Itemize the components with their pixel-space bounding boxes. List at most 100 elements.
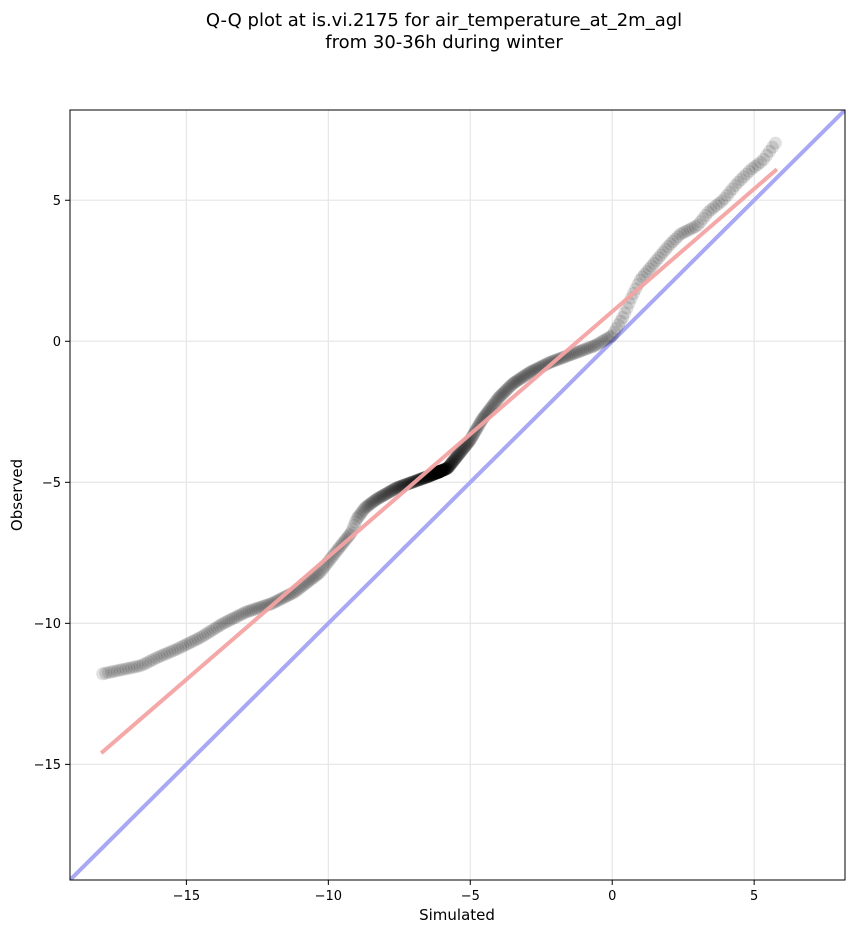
quantile-point xyxy=(432,465,446,479)
quantile-point xyxy=(455,443,469,457)
quantile-point xyxy=(649,254,663,268)
quantile-point xyxy=(224,612,238,626)
quantile-point xyxy=(213,619,227,633)
quantile-point xyxy=(734,173,748,187)
quantile-point xyxy=(673,227,687,241)
quantile-point xyxy=(440,462,454,476)
quantile-point xyxy=(435,464,449,478)
quantile-point xyxy=(183,636,197,650)
quantile-point xyxy=(681,223,695,237)
quantile-point xyxy=(435,464,449,478)
quantile-point xyxy=(526,364,540,378)
quantile-point xyxy=(198,628,212,642)
quantile-point xyxy=(640,265,654,279)
quantile-point xyxy=(351,510,365,524)
quantile-point xyxy=(430,466,444,480)
quantile-point xyxy=(149,651,163,665)
quantile-point xyxy=(433,465,447,479)
quantile-point xyxy=(432,465,446,479)
quantile-point xyxy=(601,331,615,345)
quantile-point xyxy=(386,483,400,497)
quantile-point xyxy=(369,493,383,507)
quantile-point xyxy=(158,647,172,661)
quantile-point xyxy=(431,465,445,479)
quantile-point xyxy=(432,465,446,479)
quantile-point xyxy=(431,465,445,479)
quantile-point xyxy=(136,658,150,672)
quantile-point xyxy=(765,140,779,154)
quantile-point xyxy=(433,464,447,478)
quantile-point xyxy=(229,610,243,624)
quantile-point xyxy=(570,345,584,359)
quantile-point xyxy=(222,614,236,628)
quantile-point xyxy=(240,605,254,619)
quantile-point xyxy=(389,481,403,495)
quantile-point xyxy=(116,662,130,676)
quantile-point xyxy=(357,503,371,517)
quantile-point xyxy=(449,451,463,465)
quantile-point xyxy=(443,458,457,472)
quantile-point xyxy=(432,465,446,479)
quantile-point xyxy=(433,464,447,478)
quantile-point xyxy=(381,486,395,500)
quantile-point xyxy=(373,491,387,505)
quantile-point xyxy=(437,463,451,477)
quantile-point xyxy=(576,343,590,357)
quantile-point xyxy=(144,654,158,668)
quantile-point xyxy=(453,446,467,460)
quantile-point xyxy=(432,465,446,479)
quantile-point xyxy=(725,182,739,196)
quantile-point xyxy=(205,623,219,637)
quantile-point xyxy=(443,458,457,472)
quantile-point xyxy=(188,633,202,647)
quantile-point xyxy=(524,365,538,379)
quantile-point xyxy=(432,465,446,479)
quantile-point xyxy=(513,372,527,386)
quantile-point xyxy=(358,501,372,515)
quantile-point xyxy=(715,194,729,208)
y-tick-label: −5 xyxy=(42,476,61,491)
quantile-point xyxy=(474,415,488,429)
y-tick-label: 5 xyxy=(53,194,61,209)
quantile-point xyxy=(433,464,447,478)
quantile-point xyxy=(127,660,141,674)
quantile-point xyxy=(355,505,369,519)
quantile-point xyxy=(382,485,396,499)
quantile-point xyxy=(432,465,446,479)
quantile-point xyxy=(597,333,611,347)
quantile-point xyxy=(432,465,446,479)
quantile-point xyxy=(668,232,682,246)
quantile-point xyxy=(428,467,442,481)
quantile-point xyxy=(110,664,124,678)
quantile-point xyxy=(208,622,222,636)
quantile-point xyxy=(501,381,515,395)
quantile-point xyxy=(593,336,607,350)
quantile-point xyxy=(388,482,402,496)
quantile-point xyxy=(432,465,446,479)
quantile-point xyxy=(520,367,534,381)
quantile-point xyxy=(444,456,458,470)
quantile-point xyxy=(171,642,185,656)
quantile-point xyxy=(429,466,443,480)
quantile-point xyxy=(499,384,513,398)
quantile-point xyxy=(454,444,468,458)
quantile-point xyxy=(434,464,448,478)
y-axis-label: Observed xyxy=(8,459,26,531)
quantile-point xyxy=(717,192,731,206)
quantile-point xyxy=(595,335,609,349)
quantile-point xyxy=(446,455,460,469)
quantile-point xyxy=(611,318,625,332)
quantile-point xyxy=(490,392,504,406)
quantile-point xyxy=(434,464,448,478)
quantile-point xyxy=(591,337,605,351)
quantile-point xyxy=(671,230,685,244)
quantile-point xyxy=(363,497,377,511)
identity-line xyxy=(70,110,845,880)
quantile-point xyxy=(452,447,466,461)
quantile-point xyxy=(434,464,448,478)
quantile-point xyxy=(367,494,381,508)
quantile-point xyxy=(442,460,456,474)
quantile-point xyxy=(568,346,582,360)
quantile-point xyxy=(707,201,721,215)
quantile-point xyxy=(504,379,518,393)
